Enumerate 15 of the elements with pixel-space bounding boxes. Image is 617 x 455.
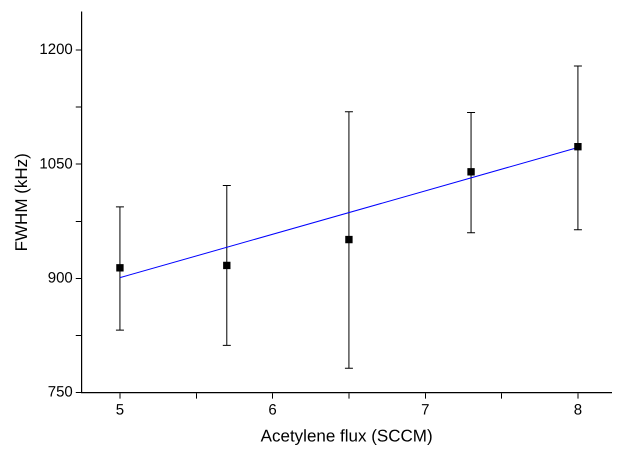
- y-tick-label: 900: [48, 270, 73, 287]
- point: [345, 236, 353, 244]
- y-tick-label: 750: [48, 384, 73, 401]
- y-tick-label: 1200: [39, 41, 73, 58]
- x-tick-label: 7: [421, 402, 430, 419]
- x-tick-label: 8: [574, 402, 582, 419]
- point: [116, 264, 124, 272]
- point: [574, 143, 582, 150]
- y-axis-title: FWHM (kHz): [12, 153, 31, 252]
- x-axis-title: Acetylene flux (SCCM): [260, 426, 433, 446]
- point: [223, 262, 230, 270]
- y-tick-label: 1050: [39, 155, 73, 172]
- x-tick-label: 5: [116, 402, 124, 419]
- point: [467, 168, 475, 176]
- x-tick-label: 6: [268, 402, 277, 419]
